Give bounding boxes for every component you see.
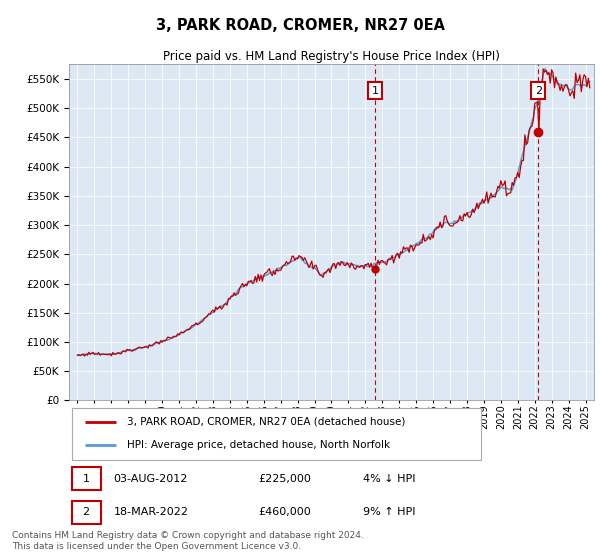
FancyBboxPatch shape [71,408,481,460]
FancyBboxPatch shape [71,468,101,490]
Text: 2: 2 [83,507,89,517]
Text: 3, PARK ROAD, CROMER, NR27 0EA (detached house): 3, PARK ROAD, CROMER, NR27 0EA (detached… [127,417,405,427]
Text: 1: 1 [371,86,379,96]
Text: 9% ↑ HPI: 9% ↑ HPI [363,507,415,517]
Text: 1: 1 [83,474,89,484]
Text: 2: 2 [535,86,542,96]
FancyBboxPatch shape [71,501,101,524]
Text: £225,000: £225,000 [258,474,311,484]
Text: 4% ↓ HPI: 4% ↓ HPI [363,474,415,484]
Text: 18-MAR-2022: 18-MAR-2022 [113,507,188,517]
Text: Contains HM Land Registry data © Crown copyright and database right 2024.
This d: Contains HM Land Registry data © Crown c… [12,531,364,552]
Text: 03-AUG-2012: 03-AUG-2012 [113,474,188,484]
Text: £460,000: £460,000 [258,507,311,517]
Title: Price paid vs. HM Land Registry's House Price Index (HPI): Price paid vs. HM Land Registry's House … [163,50,500,63]
Text: 3, PARK ROAD, CROMER, NR27 0EA: 3, PARK ROAD, CROMER, NR27 0EA [155,18,445,32]
Text: HPI: Average price, detached house, North Norfolk: HPI: Average price, detached house, Nort… [127,440,390,450]
